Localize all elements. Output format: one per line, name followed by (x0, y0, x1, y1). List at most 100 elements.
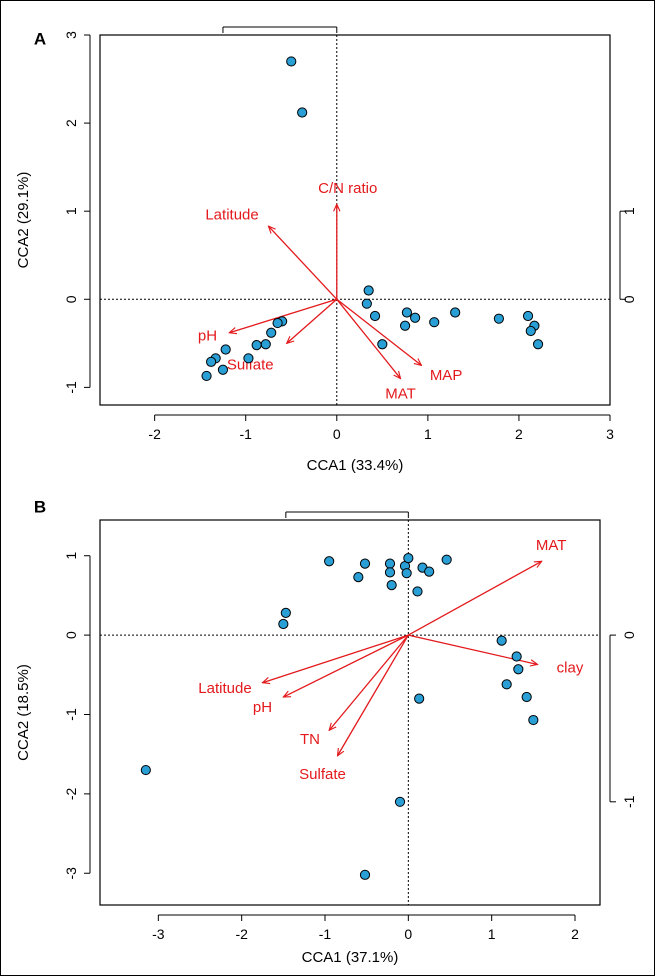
x-axis-label: CCA1 (33.4%) (307, 457, 404, 474)
arrow-vector (338, 634, 409, 756)
right-tick-label: 0 (621, 295, 637, 303)
data-point (201, 370, 212, 382)
arrow-label: pH (253, 699, 272, 716)
x-axis-label: CCA1 (37.1%) (302, 949, 399, 966)
data-point (353, 572, 364, 583)
y-tick-label: 3 (63, 31, 79, 39)
data-point (140, 764, 151, 776)
arrow-label: Sulfate (227, 356, 274, 373)
data-point (424, 566, 435, 577)
data-point (220, 344, 231, 355)
panel-label: A (34, 29, 46, 48)
data-point (297, 107, 308, 118)
x-tick-label: 1 (488, 926, 496, 942)
y-tick-label: -3 (63, 867, 79, 880)
y-tick-label: 2 (63, 119, 79, 127)
y-tick-label: -1 (63, 708, 79, 721)
panel-label: B (34, 497, 46, 516)
data-point (410, 312, 421, 323)
x-tick-label: 0 (404, 926, 412, 942)
arrow-label: Sulfate (299, 766, 346, 783)
y-tick-label: 0 (63, 295, 79, 303)
data-point (511, 651, 522, 662)
data-point (521, 691, 532, 703)
x-tick-label: 1 (424, 426, 432, 442)
y-tick-label: 1 (63, 207, 79, 215)
data-point (266, 327, 277, 338)
x-tick-label: 3 (606, 426, 614, 442)
arrow-vector (263, 634, 409, 683)
data-point (272, 317, 283, 329)
data-point (251, 339, 262, 351)
arrow-vector (329, 634, 409, 730)
y-axis-label: CCA2 (29.1%) (15, 172, 32, 269)
x-tick-label: 0 (333, 426, 341, 442)
y-tick-label: 0 (63, 631, 79, 639)
data-point (401, 568, 412, 579)
data-point (384, 558, 396, 569)
arrow-vector (336, 298, 422, 365)
y-axis-label: CCA2 (18.5%) (15, 664, 32, 761)
data-point (359, 869, 371, 880)
data-point (369, 310, 381, 322)
plot-frame (99, 34, 611, 406)
x-tick-label: -1 (239, 426, 252, 442)
arrow-vector (287, 298, 338, 343)
x-tick-label: -2 (235, 926, 248, 942)
data-point (493, 313, 504, 324)
x-tick-label: 2 (571, 926, 579, 942)
arrow-vector (229, 298, 337, 332)
arrow-label: TN (300, 731, 320, 748)
right-tick-label: 0 (621, 631, 637, 639)
arrow-label: Latitude (198, 680, 251, 697)
data-point (286, 56, 297, 67)
panel-a: A -2 -1 0 1 2 3 -1 0 1 2 3 0 1 CCA1 (33.4%) CCA2 (29.1%… (15, 26, 637, 474)
data-point (386, 579, 397, 591)
data-point (496, 635, 507, 646)
arrow-label: C/N ratio (318, 180, 377, 197)
data-point (206, 356, 217, 367)
data-point (217, 364, 229, 375)
y-tick-label: 1 (63, 552, 79, 560)
data-point (429, 317, 440, 328)
data-point (363, 285, 374, 296)
arrow-label: pH (198, 327, 217, 344)
data-point (513, 664, 524, 675)
arrow-label: MAT (536, 537, 567, 554)
plot-frame (99, 519, 601, 906)
arrow-label: MAT (385, 385, 416, 402)
data-point (403, 553, 414, 564)
arrow-vector (336, 298, 401, 378)
panel-b: B -3 -2 -1 0 1 2 -3 -2 -1 0 1 0 -1 CCA1 (37.1%) CCA2 (1… (15, 497, 637, 966)
data-point (522, 310, 534, 322)
data-point (399, 320, 411, 331)
arrow-label: Latitude (205, 207, 258, 224)
data-point (280, 607, 291, 618)
data-point (361, 298, 372, 309)
arrow-vector (268, 226, 338, 300)
right-tick-label: 1 (621, 207, 637, 215)
data-point (450, 307, 461, 318)
data-point (401, 307, 413, 318)
y-tick-label: -2 (63, 787, 79, 800)
right-tick-label: -1 (621, 795, 637, 808)
x-tick-label: 2 (515, 426, 523, 442)
x-tick-label: -3 (152, 926, 165, 942)
y-tick-label: -1 (63, 381, 79, 394)
x-tick-label: -1 (319, 926, 332, 942)
data-point (532, 339, 544, 350)
x-tick-label: -2 (148, 426, 161, 442)
arrow-label: clay (557, 659, 584, 676)
data-point (359, 558, 371, 569)
data-point (260, 339, 271, 350)
data-point (501, 679, 512, 690)
data-point (377, 339, 388, 350)
arrow-vector (283, 634, 409, 697)
data-point (414, 693, 425, 704)
data-point (441, 554, 452, 565)
data-point (278, 618, 289, 630)
data-point (243, 353, 254, 364)
arrow-vector (408, 561, 541, 636)
